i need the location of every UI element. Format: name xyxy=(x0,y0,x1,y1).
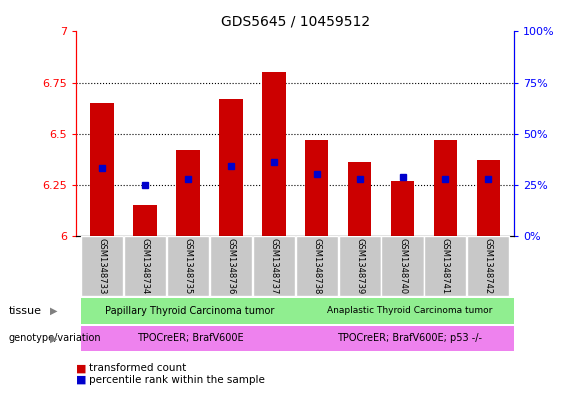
FancyBboxPatch shape xyxy=(300,325,519,351)
Text: GSM1348737: GSM1348737 xyxy=(270,238,278,294)
Text: GSM1348739: GSM1348739 xyxy=(355,238,364,294)
Bar xyxy=(90,103,114,236)
Bar xyxy=(477,160,500,236)
Text: TPOCreER; BrafV600E: TPOCreER; BrafV600E xyxy=(137,333,244,343)
Text: GSM1348736: GSM1348736 xyxy=(227,238,235,294)
Title: GDS5645 / 10459512: GDS5645 / 10459512 xyxy=(221,15,370,29)
FancyBboxPatch shape xyxy=(210,237,252,296)
Text: GSM1348734: GSM1348734 xyxy=(141,238,150,294)
Text: genotype/variation: genotype/variation xyxy=(8,333,101,343)
FancyBboxPatch shape xyxy=(467,237,510,296)
Text: Anaplastic Thyroid Carcinoma tumor: Anaplastic Thyroid Carcinoma tumor xyxy=(327,307,492,315)
Text: Papillary Thyroid Carcinoma tumor: Papillary Thyroid Carcinoma tumor xyxy=(106,306,275,316)
FancyBboxPatch shape xyxy=(81,298,299,324)
Text: GSM1348740: GSM1348740 xyxy=(398,238,407,294)
Text: TPOCreER; BrafV600E; p53 -/-: TPOCreER; BrafV600E; p53 -/- xyxy=(337,333,482,343)
Text: GSM1348741: GSM1348741 xyxy=(441,238,450,294)
FancyBboxPatch shape xyxy=(81,237,123,296)
Text: percentile rank within the sample: percentile rank within the sample xyxy=(89,375,265,385)
Text: GSM1348735: GSM1348735 xyxy=(184,238,193,294)
Text: GSM1348742: GSM1348742 xyxy=(484,238,493,294)
Text: ■: ■ xyxy=(76,363,87,373)
Bar xyxy=(133,205,157,236)
FancyBboxPatch shape xyxy=(381,237,424,296)
Text: tissue: tissue xyxy=(8,306,41,316)
Bar xyxy=(219,99,242,236)
FancyBboxPatch shape xyxy=(300,298,519,324)
Bar xyxy=(262,72,285,236)
FancyBboxPatch shape xyxy=(338,237,381,296)
Text: ▶: ▶ xyxy=(50,306,57,316)
FancyBboxPatch shape xyxy=(295,237,338,296)
Bar xyxy=(348,162,371,236)
FancyBboxPatch shape xyxy=(167,237,209,296)
Bar xyxy=(391,181,414,236)
Text: ■: ■ xyxy=(76,375,87,385)
Bar xyxy=(176,150,199,236)
Text: GSM1348733: GSM1348733 xyxy=(98,238,107,294)
Text: transformed count: transformed count xyxy=(89,363,186,373)
Bar xyxy=(434,140,457,236)
FancyBboxPatch shape xyxy=(424,237,467,296)
Text: GSM1348738: GSM1348738 xyxy=(312,238,321,294)
FancyBboxPatch shape xyxy=(124,237,166,296)
Bar xyxy=(305,140,328,236)
FancyBboxPatch shape xyxy=(81,325,299,351)
FancyBboxPatch shape xyxy=(253,237,295,296)
Text: ▶: ▶ xyxy=(50,333,57,343)
